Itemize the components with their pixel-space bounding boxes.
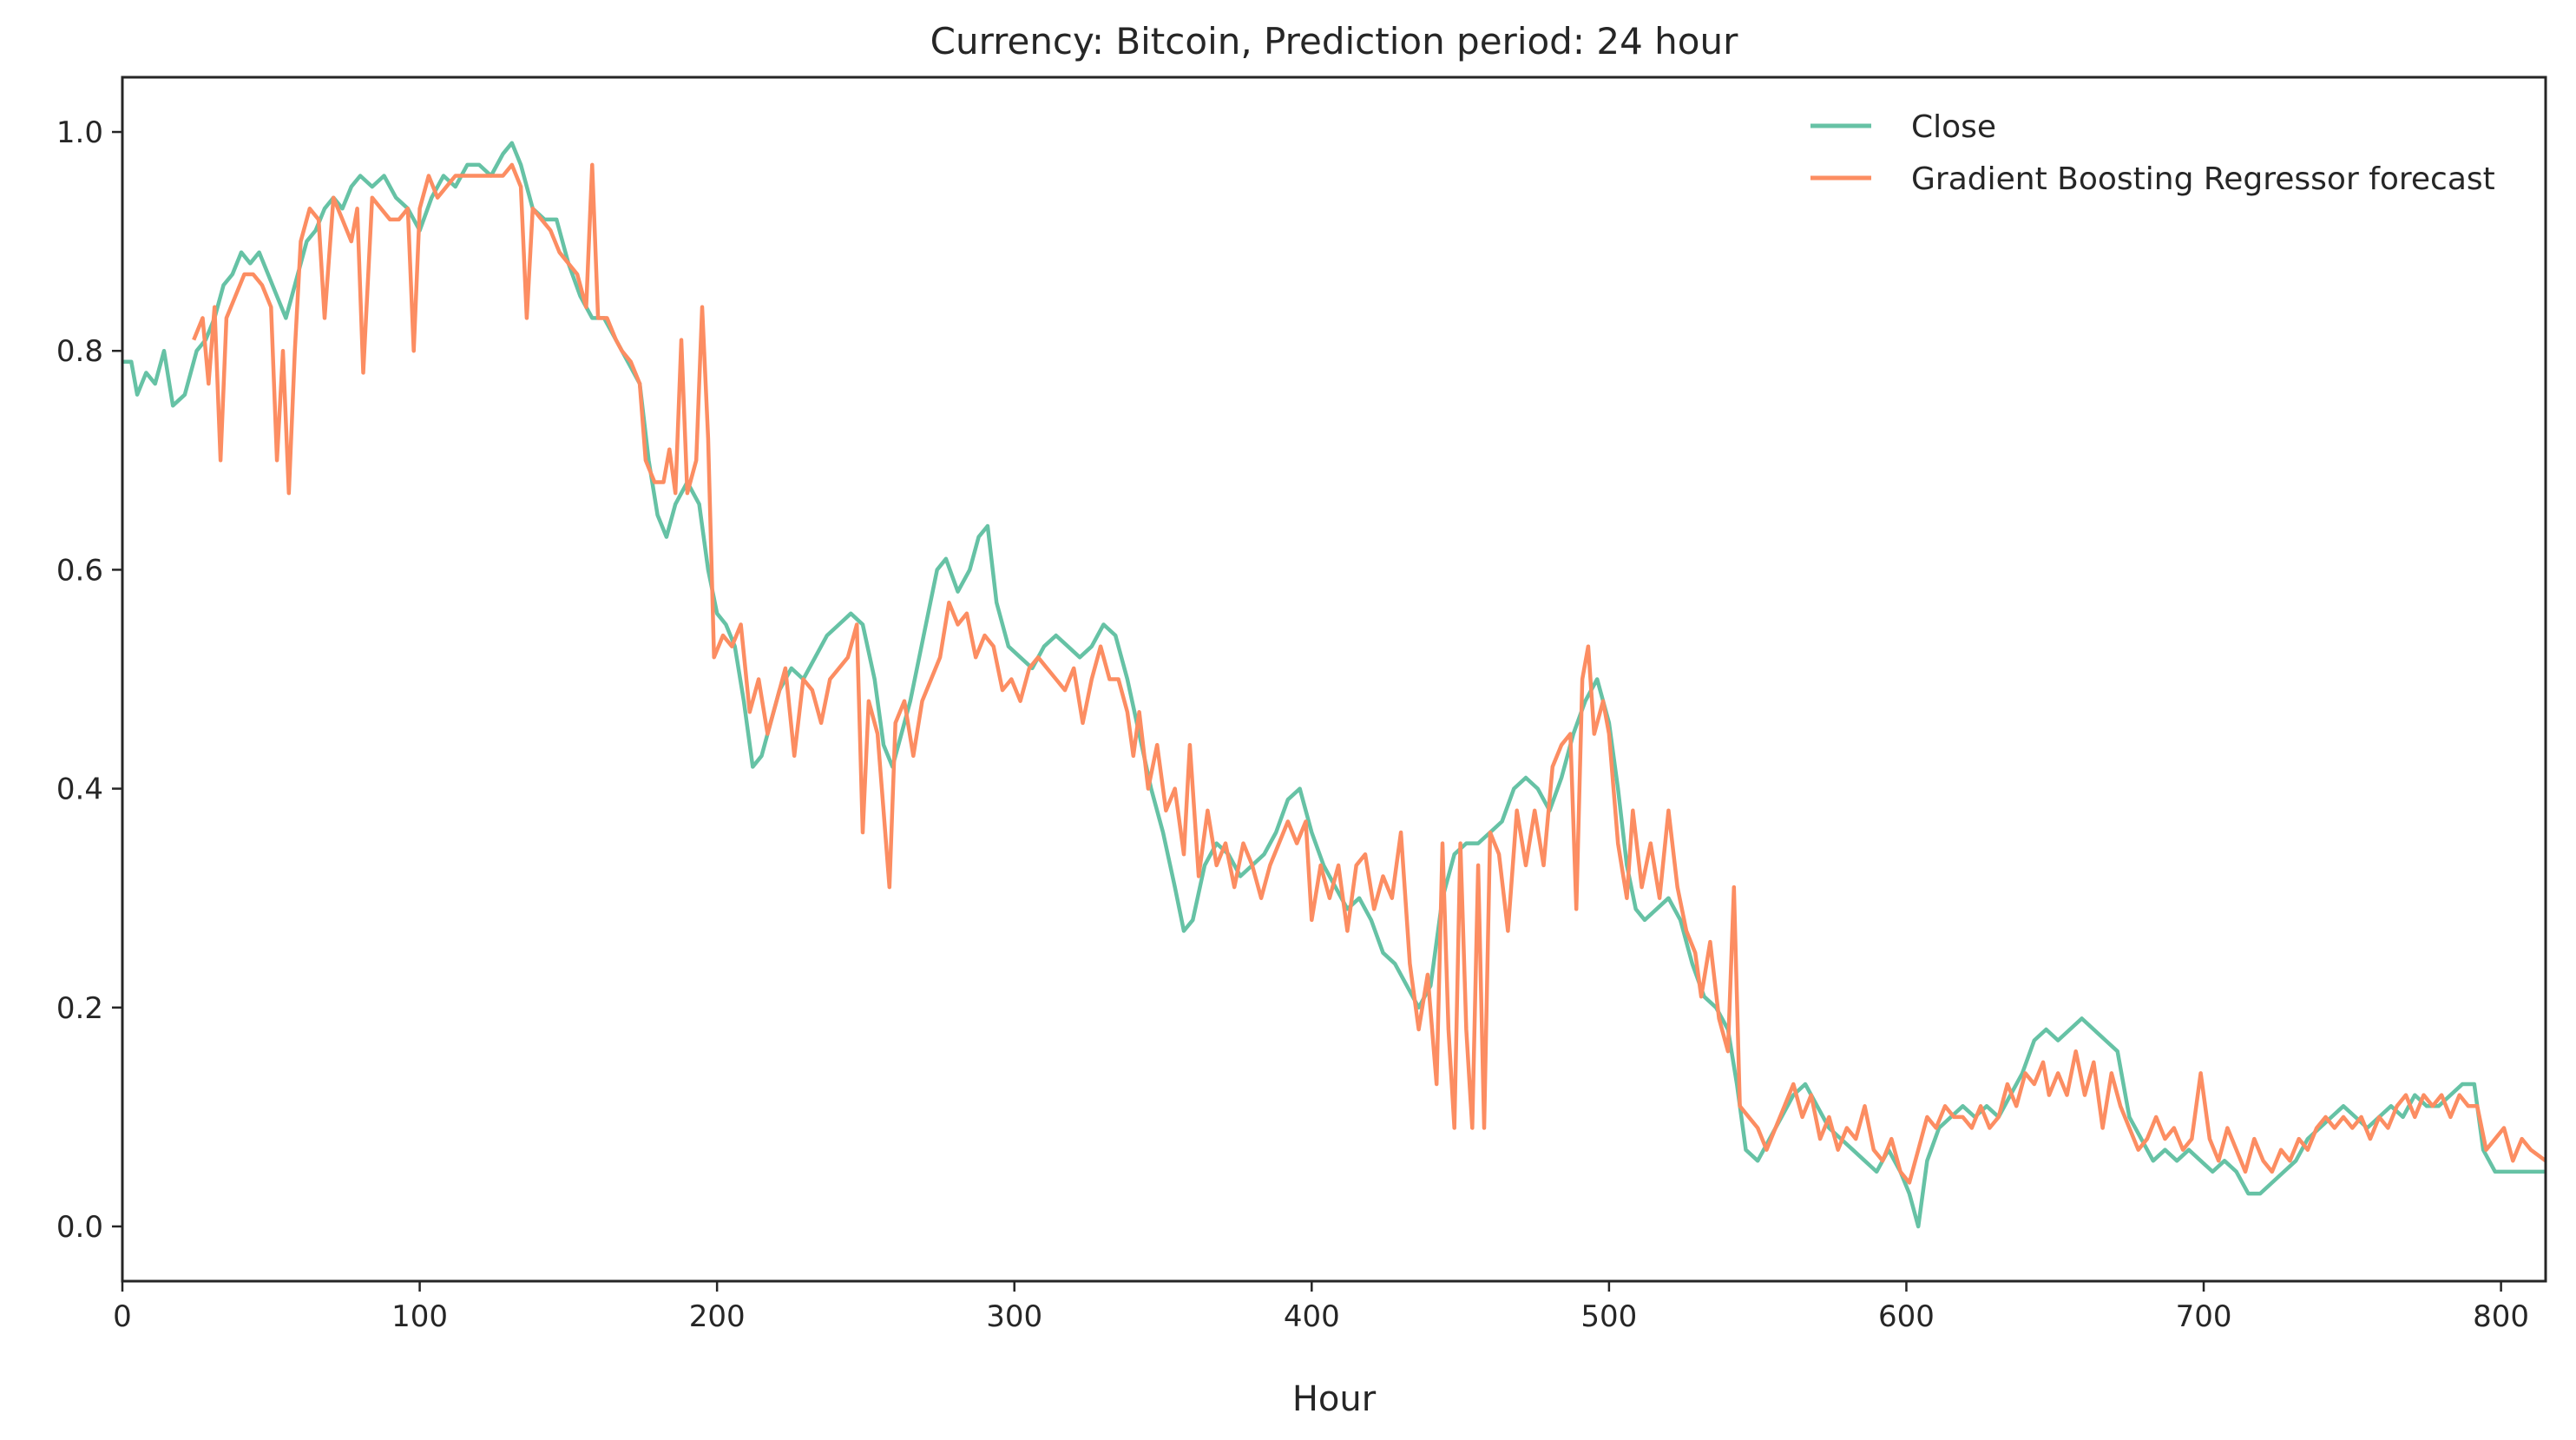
y-tick-label: 0.8 <box>56 334 103 369</box>
legend-label-forecast: Gradient Boosting Regressor forecast <box>1911 161 2495 197</box>
series-line-close <box>122 141 2546 1229</box>
plot-frame <box>121 76 2547 1283</box>
x-tick-label: 300 <box>986 1299 1042 1334</box>
x-tick-label: 500 <box>1580 1299 1637 1334</box>
x-tick-label: 400 <box>1284 1299 1340 1334</box>
y-tick-label: 1.0 <box>56 115 103 150</box>
y-tick-label: 0.2 <box>56 991 103 1026</box>
x-tick-label: 100 <box>391 1299 448 1334</box>
x-axis-title: Hour <box>1292 1379 1377 1419</box>
y-tick-label: 0.0 <box>56 1210 103 1245</box>
legend: Close Gradient Boosting Regressor forecas… <box>1810 109 2495 197</box>
chart-title: Currency: Bitcoin, Prediction period: 24… <box>930 20 1738 62</box>
x-tick-label: 800 <box>2473 1299 2529 1334</box>
axes-layer: 0 100 200 300 400 500 600 700 800 0.0 0.2 0.4 0.6 0.8… <box>56 76 2547 1334</box>
x-tick-label: 600 <box>1878 1299 1935 1334</box>
y-tick-label: 0.6 <box>56 553 103 588</box>
x-tick-label: 700 <box>2176 1299 2232 1334</box>
series-layer <box>122 141 2546 1229</box>
legend-label-close: Close <box>1911 109 1996 145</box>
y-tick-label: 0.4 <box>56 773 103 807</box>
x-tick-label: 200 <box>689 1299 746 1334</box>
x-tick-label: 0 <box>113 1299 132 1334</box>
series-line-forecast <box>192 162 2546 1185</box>
